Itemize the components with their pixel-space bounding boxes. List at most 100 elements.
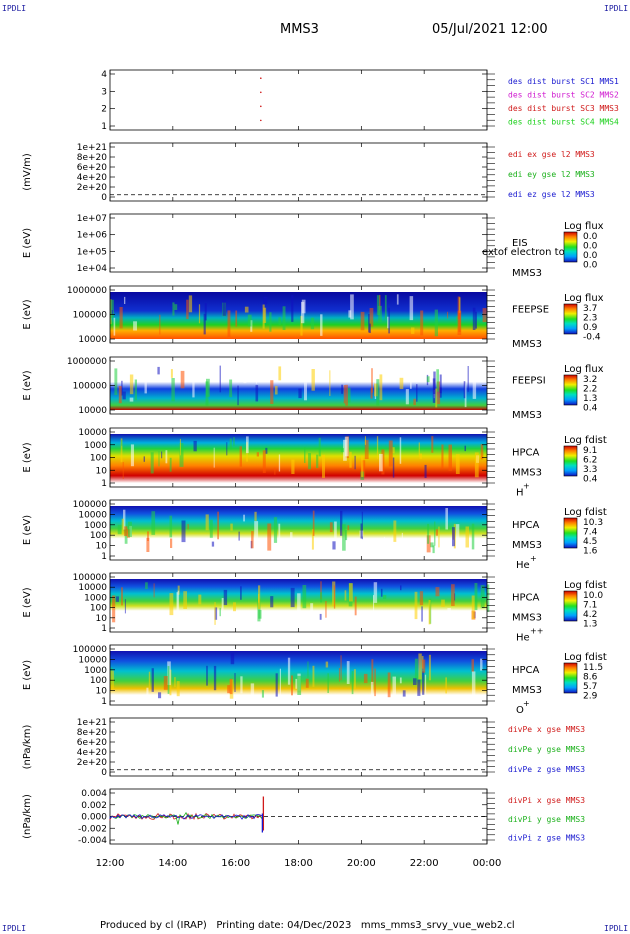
y-tick-label: 10 <box>96 466 108 476</box>
spectrogram-streak <box>340 655 342 681</box>
spectrogram-streak <box>122 462 124 479</box>
legend-entry: des dist burst SC4 MMS4 <box>508 118 619 127</box>
spectrogram-streak <box>364 436 366 445</box>
y-axis-label-hpca-h: E (eV) <box>22 442 33 472</box>
spectrogram-streak <box>112 595 116 623</box>
spectrogram-streak <box>480 658 483 671</box>
spectrogram-streak <box>464 383 467 408</box>
colorbar-tick-feepse: 0.9 <box>583 323 598 333</box>
spectrogram-streak <box>161 451 163 459</box>
spectrogram-streak <box>267 523 272 551</box>
spectrogram-streak <box>176 681 180 697</box>
colorbar-tick-hpca-h: 6.2 <box>583 456 597 466</box>
y-tick-label: 100000 <box>73 500 108 510</box>
y-tick-label: 1000000 <box>67 286 107 296</box>
y-tick-label: 100 <box>90 676 107 686</box>
instrument-label-feepsi: FEEPSI <box>512 376 546 387</box>
species-label-hpca-hepp: He <box>516 633 530 644</box>
spectrogram-streak <box>451 584 455 606</box>
x-tick-label: 18:00 <box>284 858 313 869</box>
panel-hpca-h: 1 10 100 1000 10000 E (eV) HPCA MMS3 H+ Log fdist… <box>22 427 607 499</box>
spectrogram-streak <box>151 668 154 692</box>
spectrogram-streak <box>361 455 364 477</box>
colorbar-feepsi <box>563 374 578 406</box>
spectrogram-streak <box>233 602 236 612</box>
colorbar-hpca-hepp <box>563 590 578 622</box>
spectrogram-streak <box>198 304 201 324</box>
spectrogram-streak <box>320 592 323 603</box>
spectrogram-streak <box>177 590 180 614</box>
spectrogram-streak <box>230 653 235 665</box>
spectrogram-streak <box>329 370 331 396</box>
spectrogram-streak <box>181 520 186 543</box>
spectrogram-streak <box>247 314 252 327</box>
spectrogram-streak <box>188 295 193 313</box>
spectrogram-streak <box>274 385 278 395</box>
footer-filename: mms_mms3_srvy_vue_web2.cl <box>360 920 515 931</box>
spectrogram-streak <box>255 368 258 384</box>
colorbar-tick-hpca-o: 5.7 <box>583 682 597 692</box>
spacecraft-label-feepsi: MMS3 <box>512 410 542 421</box>
y-tick-label: 10000 <box>78 655 107 665</box>
spectrogram-streak <box>134 379 137 401</box>
spectrogram-streak <box>311 529 314 550</box>
legend-entry: divPi z gse MMS3 <box>508 834 585 843</box>
spectrogram-streak <box>422 659 426 673</box>
spectrogram-streak <box>111 310 113 315</box>
spectrogram-streak <box>308 453 311 470</box>
spectrogram-streak <box>258 585 261 609</box>
spectrogram-streak <box>239 446 242 467</box>
spectrogram-streak <box>158 451 160 467</box>
spectrogram-streak <box>146 687 149 697</box>
spectrogram-streak <box>151 511 156 535</box>
spectrogram-streak <box>434 521 436 546</box>
spectrogram-streak <box>349 451 352 468</box>
spectrogram-streak <box>187 524 189 530</box>
spectrogram-streak <box>246 436 249 454</box>
corner-label-bottom-left: IPDLI <box>2 924 27 933</box>
colorbar-tick-hpca-he: 1.6 <box>583 547 598 557</box>
y-tick-label: 100 <box>90 454 107 464</box>
spectrogram-streak <box>447 311 449 319</box>
spectrogram-streak <box>471 671 476 697</box>
spacecraft-label-hpca-he: MMS3 <box>512 540 542 551</box>
spectrogram-streak <box>263 307 267 323</box>
spectrogram-streak <box>311 369 315 391</box>
spectrogram-streak <box>340 448 344 453</box>
colorbar-tick-eis: 0.0 <box>583 232 598 242</box>
y-tick-label: 4e+20 <box>77 173 108 183</box>
corner-label-bottom-right: IPDLI <box>604 924 629 933</box>
colorbar-tick-hpca-he: 4.5 <box>583 537 597 547</box>
spectrogram-streak <box>244 306 249 313</box>
spectrogram-streak <box>373 595 375 619</box>
spectrogram-streak <box>124 599 126 614</box>
y-tick-label: 1000 <box>84 666 107 676</box>
spectrogram-streak <box>370 388 373 399</box>
spectrogram-streak <box>172 302 175 316</box>
species-label-hpca-he: He <box>516 560 530 571</box>
spectrogram-streak <box>235 310 238 327</box>
spectrogram-streak <box>209 519 213 538</box>
spectrogram-streak <box>278 454 281 472</box>
spacecraft-label-feepse: MMS3 <box>512 339 542 350</box>
spectrogram-streak <box>229 678 233 695</box>
legend-entry: divPi x gse MMS3 <box>508 796 585 805</box>
y-axis-label-hpca-o: E (eV) <box>22 660 33 690</box>
legend-entry: des dist burst SC1 MMS1 <box>508 77 619 86</box>
spectrogram-streak <box>124 529 128 544</box>
spectrogram-streak <box>290 587 295 608</box>
y-tick-label: 1 <box>101 552 107 562</box>
spectrogram-streak <box>325 661 329 668</box>
spectrogram-streak <box>332 581 336 607</box>
spectrogram-streak <box>435 587 440 597</box>
spectrogram-streak <box>115 596 119 602</box>
spectrogram-streak <box>213 665 217 691</box>
spectrogram-streak <box>153 583 155 598</box>
spectrogram-streak <box>448 444 452 471</box>
scatter-point <box>260 77 262 80</box>
spectrogram-streak <box>343 385 346 404</box>
spacecraft-label-eis: MMS3 <box>512 268 542 279</box>
